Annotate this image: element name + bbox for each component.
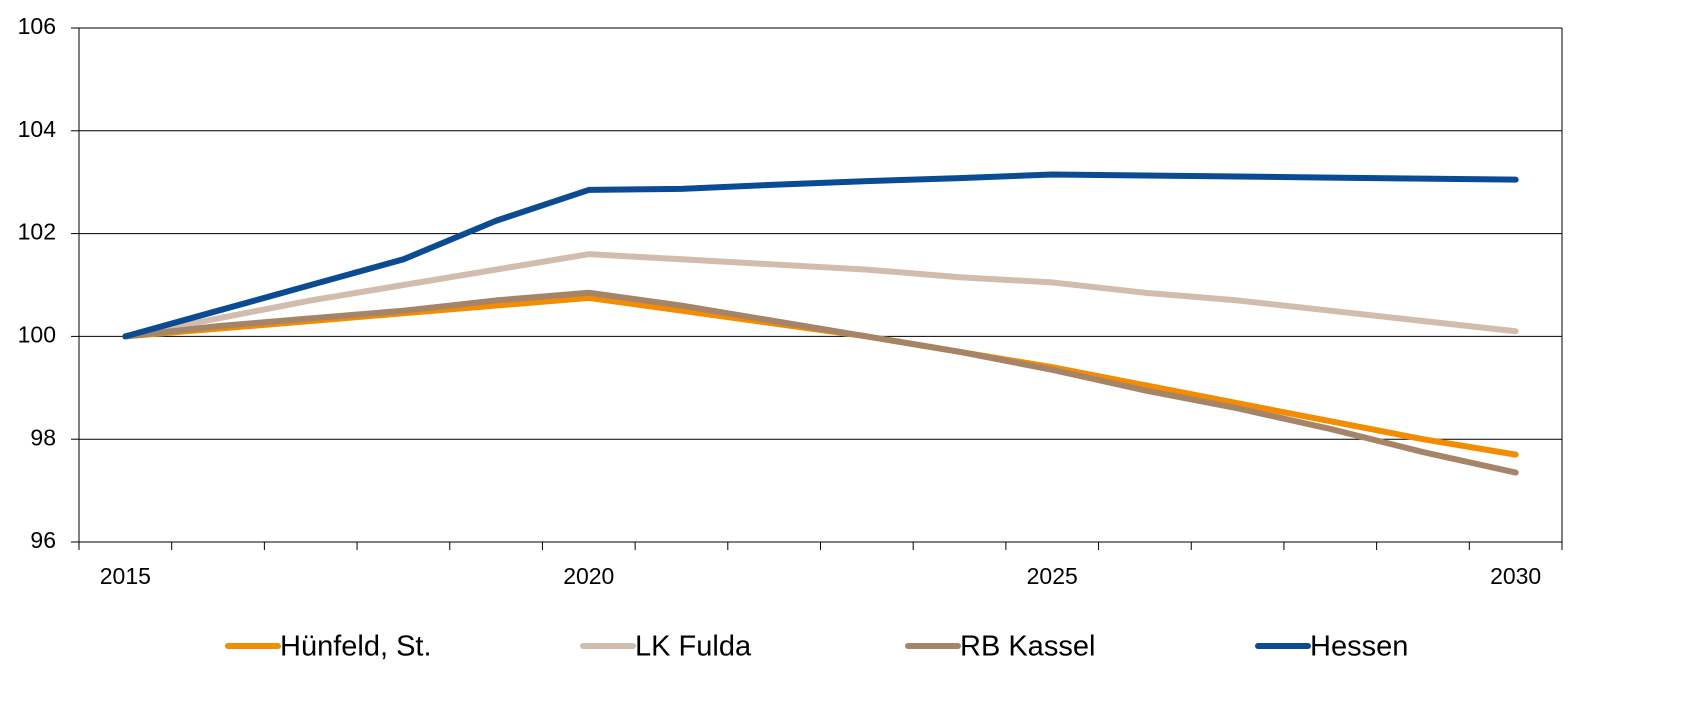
y-tick-label: 106 xyxy=(18,13,56,39)
series-line xyxy=(122,289,1519,476)
x-tick-label: 2030 xyxy=(1490,563,1541,589)
legend-label: RB Kassel xyxy=(960,631,1095,663)
legend-label: Hünfeld, St. xyxy=(280,631,432,663)
y-tick-label: 102 xyxy=(18,219,56,245)
x-tick-label: 2020 xyxy=(563,563,614,589)
y-tick-label: 100 xyxy=(18,321,56,347)
y-tick-label: 96 xyxy=(30,527,56,553)
legend-label: LK Fulda xyxy=(635,631,752,663)
x-tick-label: 2025 xyxy=(1027,563,1078,589)
series-line xyxy=(122,294,1519,458)
series-line xyxy=(122,171,1519,340)
legend-label: Hessen xyxy=(1310,631,1408,663)
series-line xyxy=(122,251,1519,340)
x-tick-label: 2015 xyxy=(100,563,151,589)
y-tick-label: 98 xyxy=(30,424,56,450)
y-tick-label: 104 xyxy=(18,116,57,142)
